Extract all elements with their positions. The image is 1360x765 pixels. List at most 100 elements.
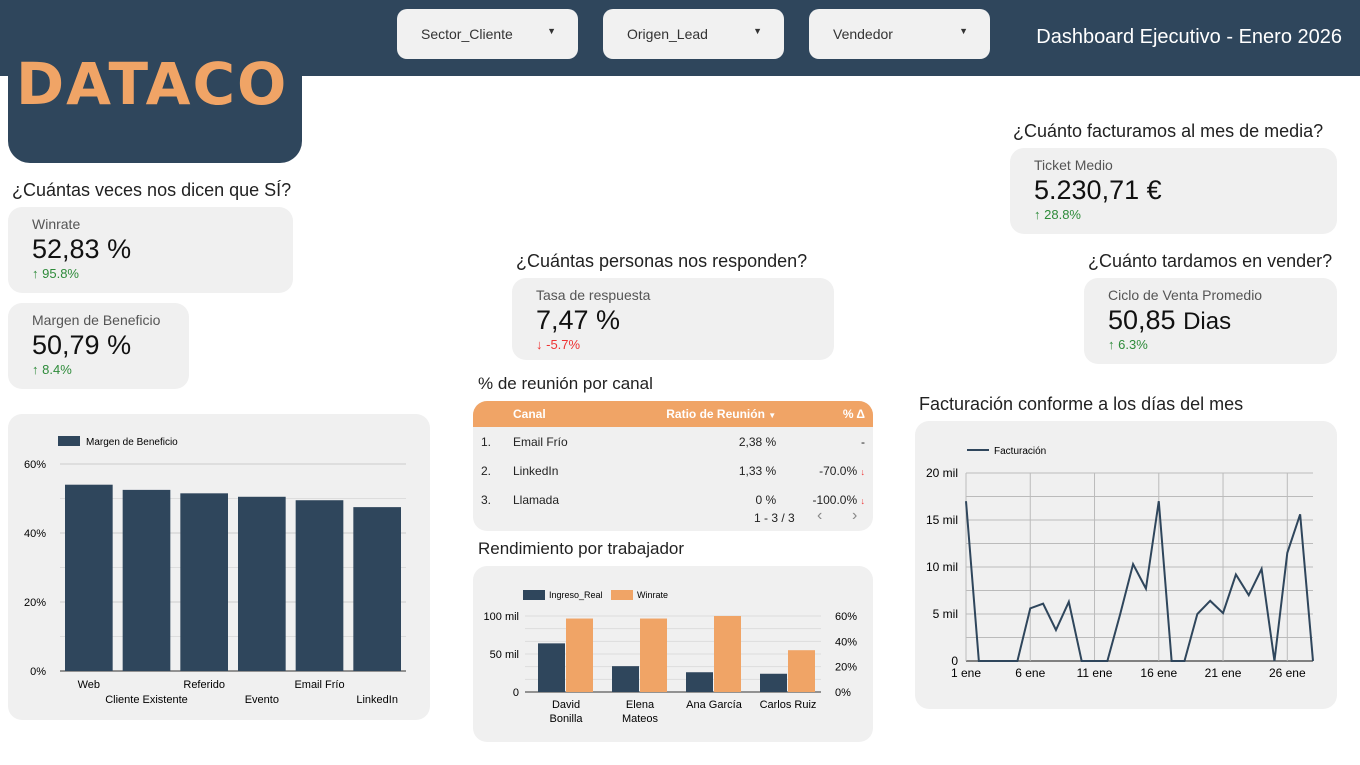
x-tick: Web	[78, 679, 100, 691]
x-tick: 16 ene	[1140, 666, 1177, 680]
x-tick: Cliente Existente	[105, 694, 188, 706]
col-canal[interactable]: Canal	[513, 407, 546, 421]
x-tick: Carlos Ruiz	[760, 699, 817, 711]
row-ratio: 0 %	[755, 492, 777, 507]
question-facturamos: ¿Cuánto facturamos al mes de media?	[1013, 121, 1324, 141]
bar-winrate	[566, 618, 593, 692]
y-tick: 20 mil	[926, 466, 958, 480]
y-tick: 0%	[30, 666, 46, 678]
pagination: 1 - 3 / 3	[754, 511, 795, 525]
y-tick-right: 60%	[835, 611, 857, 623]
caret-down-icon: ▼	[547, 26, 556, 36]
kpi-margen: Margen de Beneficio 50,79 % ↑ 8.4%	[8, 303, 189, 389]
question-rendimiento: Rendimiento por trabajador	[478, 539, 685, 558]
dashboard-title: Dashboard Ejecutivo - Enero 2026	[1036, 26, 1342, 48]
x-tick: 1 ene	[951, 666, 981, 680]
row-canal: LinkedIn	[513, 463, 559, 478]
x-tick: Email Frío	[294, 679, 344, 691]
row-canal: Llamada	[513, 492, 560, 507]
rendimiento-chart-card: Ingreso_Real Winrate 0 50 mil 100 mil 0% 20% 40…	[473, 566, 873, 742]
filter-vendedor[interactable]: Vendedor ▼	[809, 9, 990, 59]
bar-ingreso	[538, 643, 565, 692]
x-tick: Ana García	[686, 699, 743, 711]
bar-ingreso	[686, 672, 713, 692]
kpi-winrate: Winrate 52,83 % ↑ 95.8%	[8, 207, 293, 293]
legend-label: Winrate	[637, 590, 668, 600]
prev-page-icon[interactable]: ‹	[817, 507, 823, 524]
question-facturacion: Facturación conforme a los días del mes	[919, 394, 1244, 414]
row-index: 2.	[481, 463, 492, 478]
y-tick: 15 mil	[926, 513, 958, 527]
delta-up: ↑ 6.3%	[1108, 337, 1148, 352]
row-ratio: 2,38 %	[738, 434, 777, 449]
col-ratio[interactable]: Ratio de Reunión ▼	[666, 407, 777, 421]
logo: DATACO	[8, 0, 302, 163]
bar	[65, 484, 113, 671]
y-tick: 10 mil	[926, 560, 958, 574]
kpi-respuesta: Tasa de respuesta 7,47 % ↓ -5.7%	[512, 278, 834, 360]
question-responden: ¿Cuántas personas nos responden?	[516, 251, 808, 271]
y-tick: 0	[951, 654, 958, 668]
y-tick-right: 0%	[835, 687, 851, 699]
bar-winrate	[640, 618, 667, 692]
kpi-ciclo: Ciclo de Venta Promedio 50,85 Dias ↑ 6.3%	[1084, 278, 1337, 364]
y-tick-left: 100 mil	[484, 611, 519, 623]
x-tick: 11 ene	[1077, 666, 1113, 680]
col-delta[interactable]: % Δ	[842, 407, 865, 421]
delta-up: ↑ 28.8%	[1034, 207, 1081, 222]
bar	[353, 507, 401, 671]
row-delta: -100.0% ↓	[812, 492, 865, 507]
x-tick: Elena	[626, 699, 655, 711]
y-tick: 5 mil	[933, 607, 958, 621]
row-index: 1.	[481, 434, 492, 449]
filter-sector-cliente[interactable]: Sector_Cliente ▼	[397, 9, 578, 59]
y-tick-right: 20%	[835, 662, 857, 674]
sort-desc-icon: ▼	[768, 411, 777, 420]
x-tick: Bonilla	[549, 713, 583, 725]
y-tick-left: 50 mil	[490, 649, 519, 661]
delta-up: ↑ 8.4%	[32, 362, 72, 377]
question-reunion: % de reunión por canal	[478, 374, 653, 393]
x-tick: LinkedIn	[356, 694, 398, 706]
bar	[295, 500, 344, 671]
facturacion-line	[965, 501, 1314, 662]
table-row[interactable]: 3. Llamada 0 % -100.0% ↓	[473, 485, 873, 514]
legend-swatch	[523, 590, 545, 600]
row-delta: -70.0% ↓	[819, 463, 865, 478]
x-tick: David	[552, 699, 580, 711]
row-index: 3.	[481, 492, 492, 507]
x-tick: Evento	[245, 694, 279, 706]
bar-winrate	[788, 650, 815, 692]
x-tick: Mateos	[622, 713, 659, 725]
bar	[238, 496, 286, 671]
x-tick: 6 ene	[1015, 666, 1045, 680]
legend-swatch	[611, 590, 633, 600]
delta-up: ↑ 95.8%	[32, 266, 79, 281]
table-row[interactable]: 2. LinkedIn 1,33 % -70.0% ↓	[473, 456, 873, 485]
legend-label: Margen de Beneficio	[86, 437, 178, 448]
margen-chart-card: Margen de Beneficio 0% 20% 40% 60% Web Cliente…	[8, 414, 430, 720]
next-page-icon[interactable]: ›	[852, 507, 858, 524]
kpi-ticket: Ticket Medio 5.230,71 € ↑ 28.8%	[1010, 148, 1337, 234]
y-tick-right: 40%	[835, 636, 857, 648]
filter-origen-lead[interactable]: Origen_Lead ▼	[603, 9, 784, 59]
question-si: ¿Cuántas veces nos dicen que SÍ?	[12, 180, 292, 200]
bar-winrate	[714, 616, 741, 692]
bar-ingreso	[760, 673, 787, 692]
caret-down-icon: ▼	[959, 26, 968, 36]
question-tardamos: ¿Cuánto tardamos en vender?	[1088, 251, 1333, 271]
bar	[180, 493, 228, 671]
legend-label: Ingreso_Real	[549, 590, 603, 600]
caret-down-icon: ▼	[753, 26, 762, 36]
row-ratio: 1,33 %	[738, 463, 777, 478]
row-canal: Email Frío	[513, 434, 568, 449]
y-tick: 20%	[24, 597, 46, 609]
x-tick: 21 ene	[1205, 666, 1242, 680]
x-tick: 26 ene	[1269, 666, 1306, 680]
delta-down: ↓ -5.7%	[536, 337, 581, 352]
legend-label: Facturación	[994, 446, 1046, 457]
facturacion-chart-card: Facturación 0 5 mil 10 mil 15 mil 20 mil 1 ene…	[915, 421, 1337, 709]
table-row[interactable]: 1. Email Frío 2,38 % -	[473, 427, 873, 456]
bar	[122, 489, 171, 671]
x-tick: Referido	[183, 679, 225, 691]
